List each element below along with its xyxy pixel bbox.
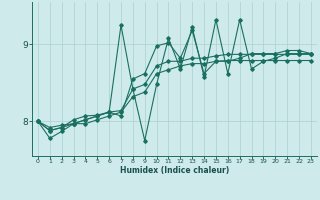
X-axis label: Humidex (Indice chaleur): Humidex (Indice chaleur) xyxy=(120,166,229,175)
